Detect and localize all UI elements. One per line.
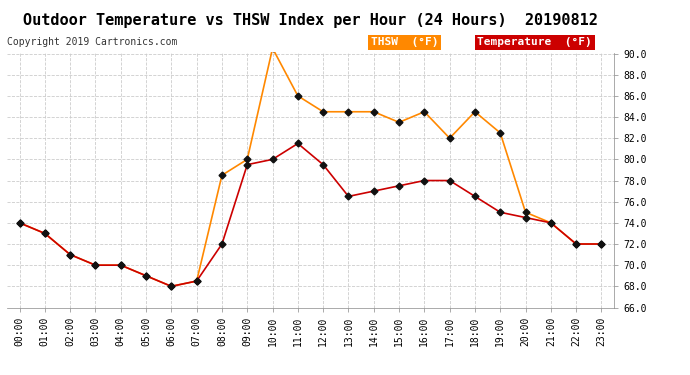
Text: Temperature  (°F): Temperature (°F) xyxy=(477,38,592,47)
Text: Outdoor Temperature vs THSW Index per Hour (24 Hours)  20190812: Outdoor Temperature vs THSW Index per Ho… xyxy=(23,13,598,28)
Text: THSW  (°F): THSW (°F) xyxy=(371,38,439,47)
Text: Copyright 2019 Cartronics.com: Copyright 2019 Cartronics.com xyxy=(7,38,177,47)
